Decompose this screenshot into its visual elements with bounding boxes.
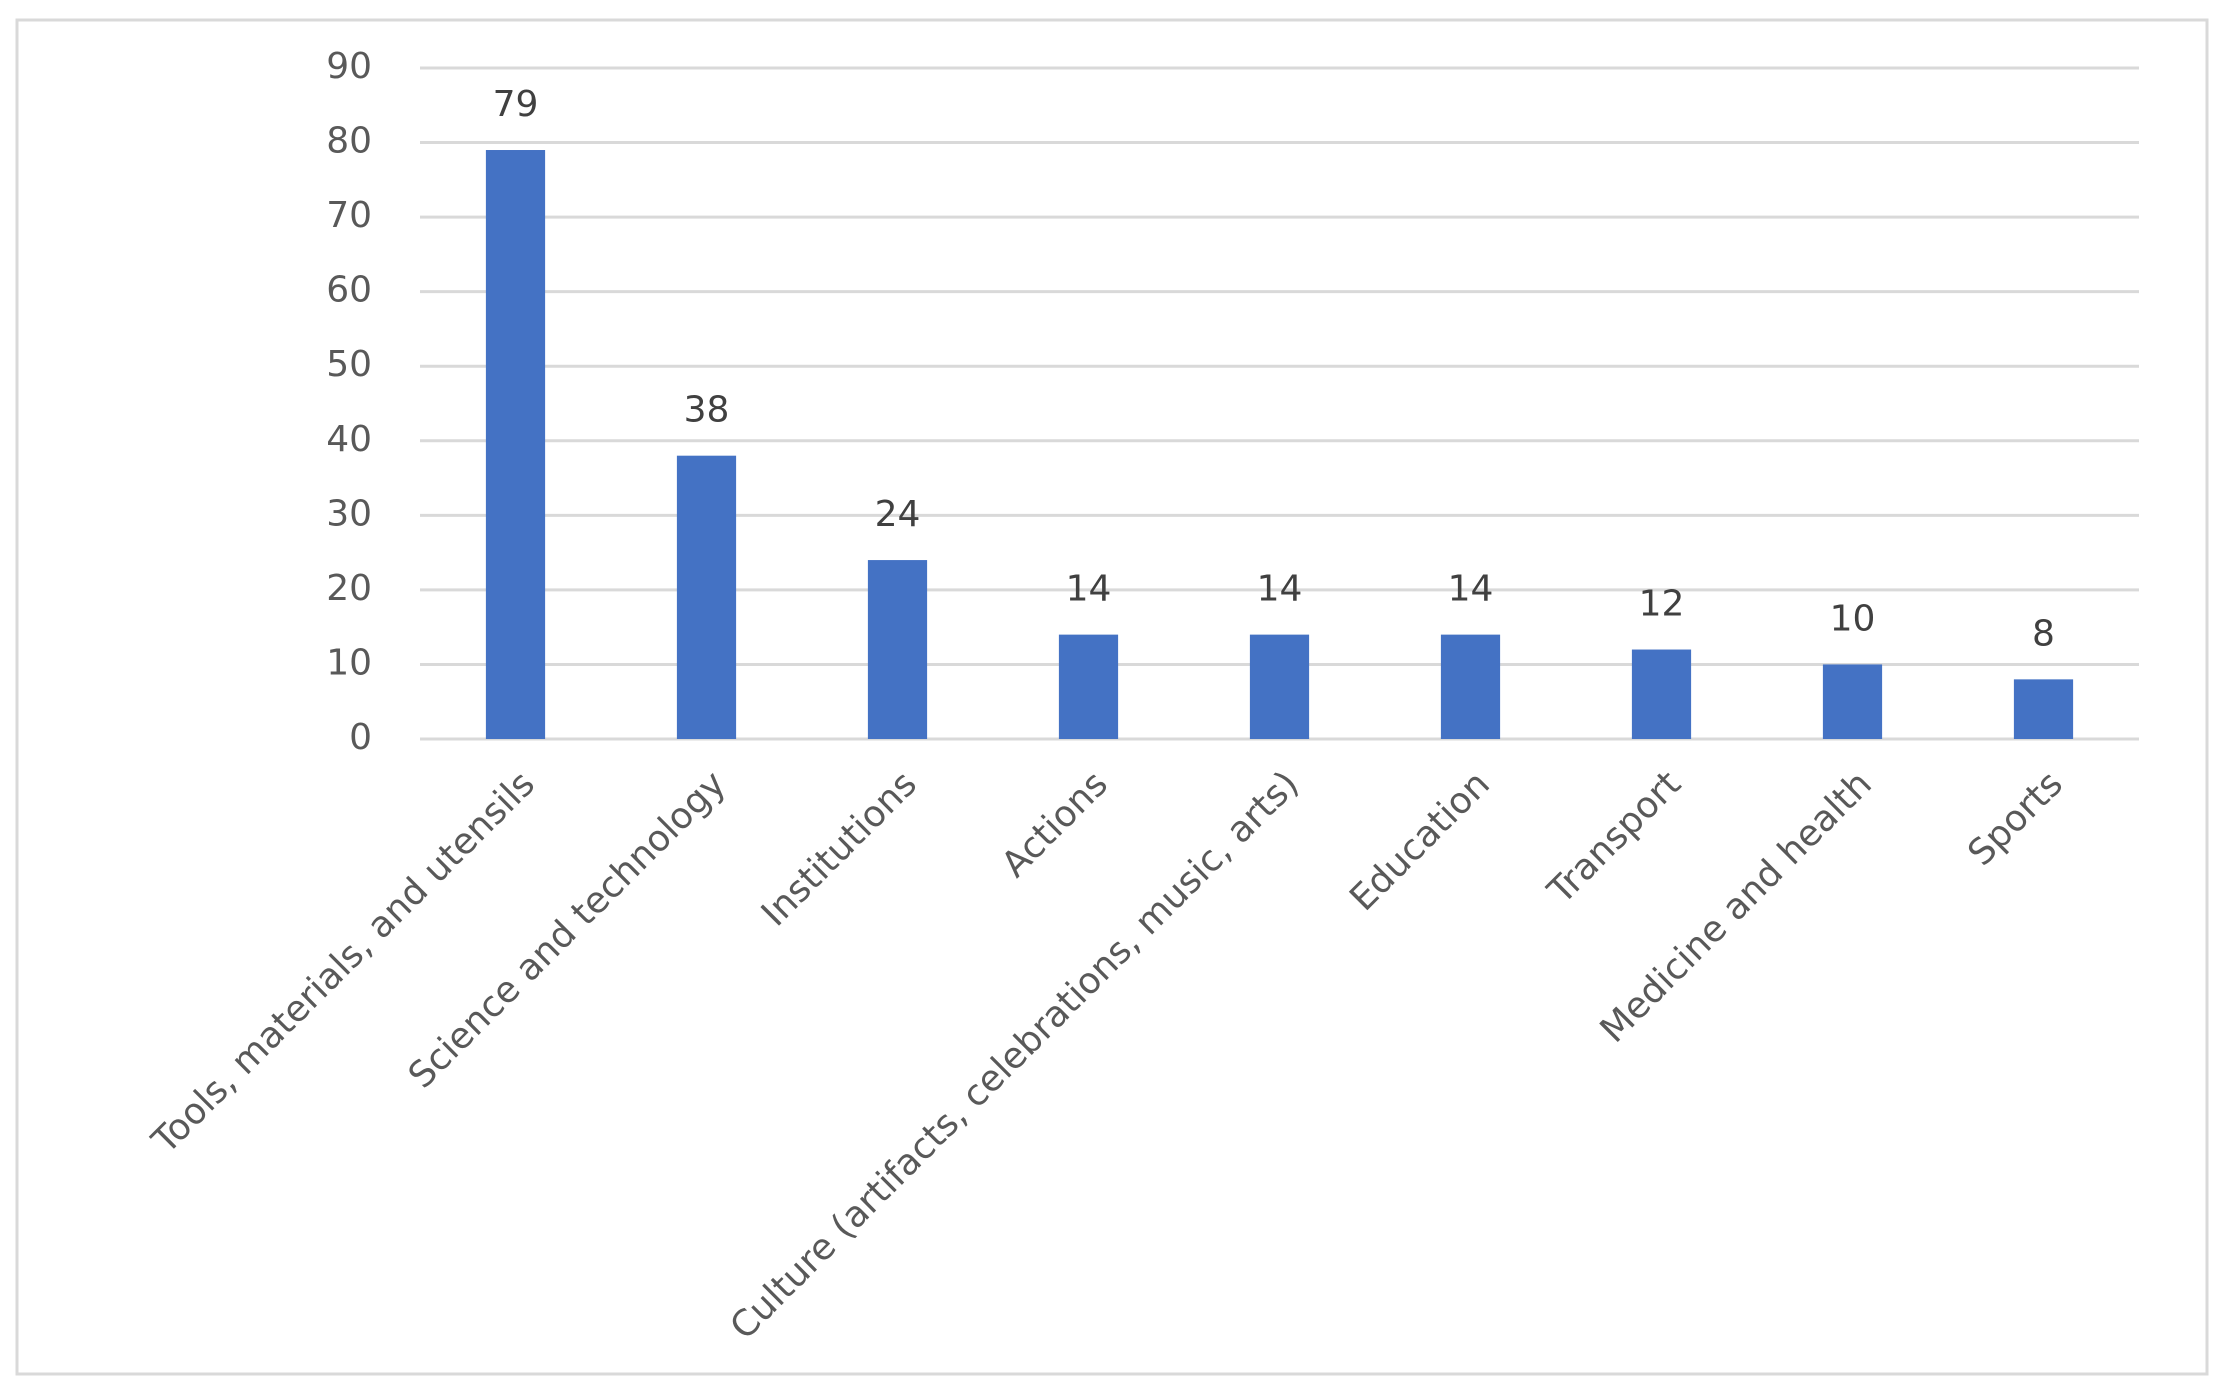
bar — [1058, 634, 1119, 739]
value-label: 79 — [493, 84, 539, 125]
y-tick-label: 90 — [326, 46, 372, 87]
bar — [1249, 634, 1310, 739]
y-tick-label: 30 — [326, 493, 372, 534]
y-tick-label: 70 — [326, 195, 372, 236]
bar — [485, 150, 546, 739]
value-label: 12 — [1639, 584, 1685, 625]
value-label: 14 — [1257, 569, 1303, 610]
bar — [2013, 679, 2074, 739]
bar — [1631, 649, 1692, 739]
value-label: 38 — [684, 390, 730, 431]
value-label: 8 — [2032, 613, 2055, 654]
y-tick-label: 40 — [326, 419, 372, 460]
y-tick-label: 0 — [349, 717, 372, 758]
value-label: 14 — [1066, 569, 1112, 610]
y-tick-label: 50 — [326, 344, 372, 385]
value-label: 24 — [875, 494, 921, 535]
bar — [1822, 664, 1883, 739]
y-tick-label: 10 — [326, 642, 372, 683]
y-tick-label: 20 — [326, 568, 372, 609]
value-label: 14 — [1448, 569, 1494, 610]
bar — [867, 560, 928, 739]
y-tick-label: 60 — [326, 270, 372, 311]
bar — [1440, 634, 1501, 739]
y-tick-label: 80 — [326, 121, 372, 162]
bar — [676, 455, 737, 739]
value-label: 10 — [1830, 598, 1876, 639]
